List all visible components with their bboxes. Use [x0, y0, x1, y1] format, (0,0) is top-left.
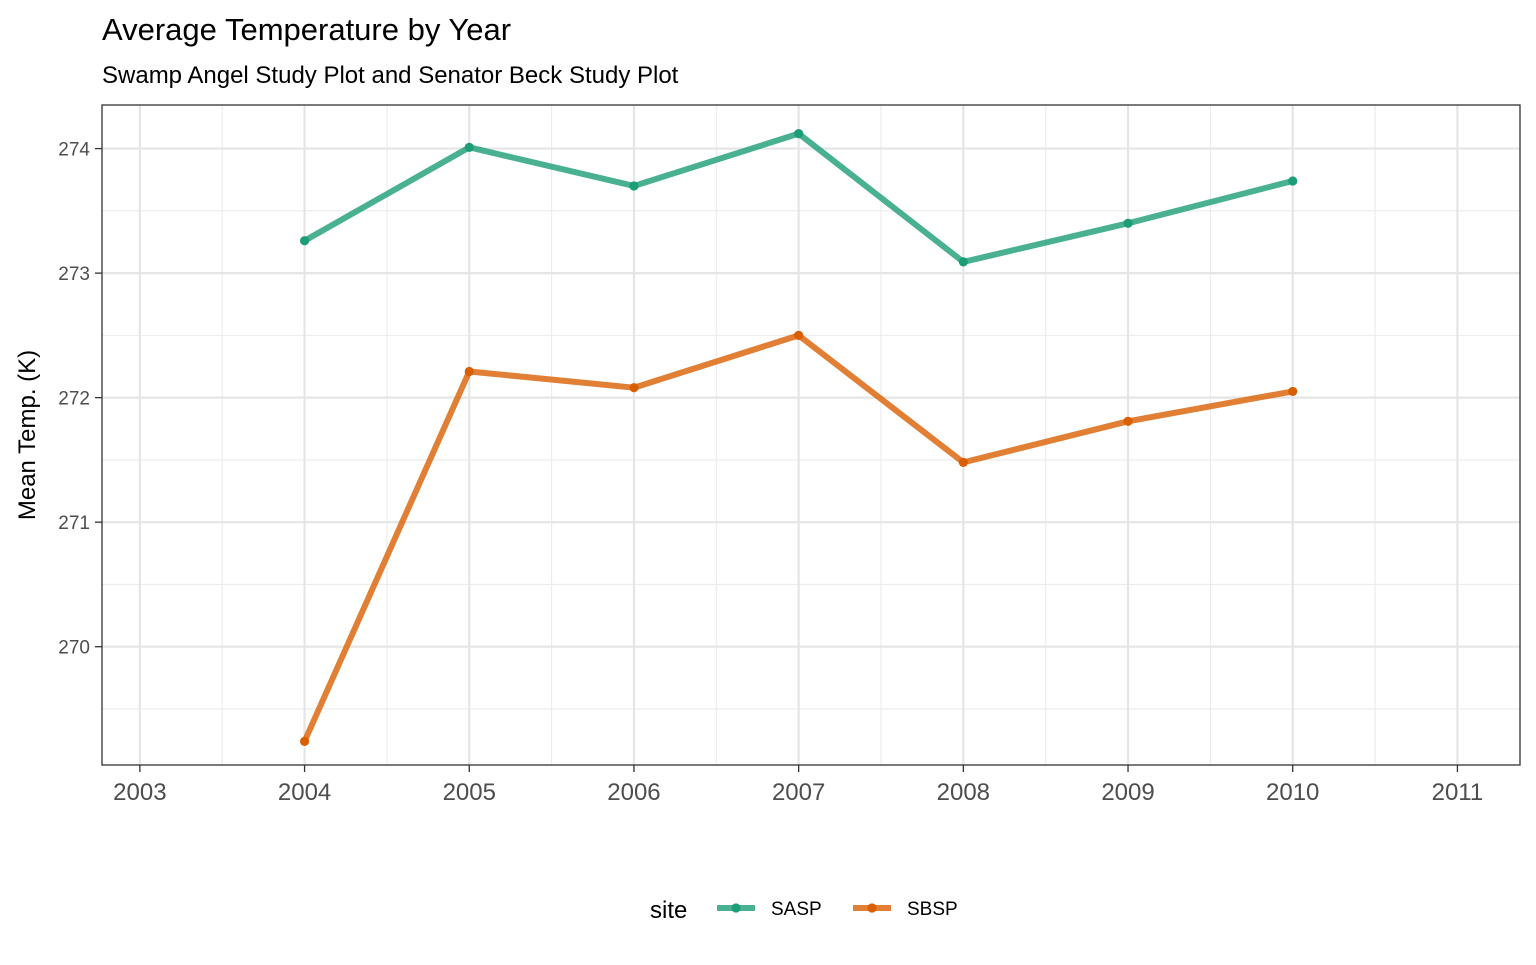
x-tick-label: 2003: [113, 779, 166, 806]
data-point-sasp: [958, 257, 968, 267]
x-tick-label: 2008: [937, 779, 990, 806]
x-tick-label: 2007: [772, 779, 825, 806]
data-point-sasp: [1288, 176, 1298, 186]
data-point-sbsp: [794, 330, 804, 340]
y-axis: 270 271 272 273 274: [58, 140, 102, 659]
legend-item-label: SBSP: [907, 899, 958, 920]
data-point-sbsp: [629, 383, 639, 393]
x-tick-label: 2009: [1101, 779, 1154, 806]
major-gridlines: [102, 105, 1520, 765]
y-tick-label: 272: [58, 389, 90, 410]
data-point-sasp: [1123, 218, 1133, 228]
x-axis: 2003 2004 2005 2006 2007 2008 2009 2010 2011: [113, 765, 1483, 806]
minor-gridlines: [102, 105, 1520, 765]
x-tick-label: 2005: [443, 779, 496, 806]
data-point-sbsp: [1123, 416, 1133, 426]
y-tick-label: 270: [58, 638, 90, 659]
data-point-sbsp: [464, 366, 474, 377]
y-tick-label: 271: [58, 513, 90, 534]
legend-title: site: [650, 897, 687, 924]
legend-key-point: [867, 903, 877, 913]
y-axis-title: Mean Temp. (K): [14, 350, 41, 520]
chart-title: Average Temperature by Year: [102, 12, 511, 47]
data-point-sasp: [629, 181, 639, 191]
panel-border: [101, 104, 1521, 766]
chart-subtitle: Swamp Angel Study Plot and Senator Beck …: [102, 62, 679, 89]
data-point-sbsp: [1288, 386, 1298, 397]
x-tick-label: 2006: [607, 779, 660, 806]
x-tick-label: 2010: [1266, 779, 1319, 806]
data-point-sbsp: [299, 736, 310, 746]
data-point-sasp: [464, 142, 474, 152]
data-point-sasp: [299, 236, 310, 246]
series-layer: [299, 129, 1298, 746]
data-point-sasp: [794, 129, 804, 139]
x-tick-label: 2004: [278, 779, 331, 806]
panel-background: [102, 105, 1520, 765]
y-tick-label: 273: [58, 264, 90, 285]
data-point-sbsp: [958, 457, 968, 467]
legend-items: SASP SBSP: [717, 899, 958, 920]
legend: site SASP SBSP: [650, 897, 958, 924]
plot-panel: [101, 104, 1521, 766]
legend-item-label: SASP: [771, 899, 822, 920]
legend-key-point: [731, 903, 741, 913]
x-tick-label: 2011: [1432, 779, 1484, 806]
y-tick-label: 274: [58, 140, 90, 161]
